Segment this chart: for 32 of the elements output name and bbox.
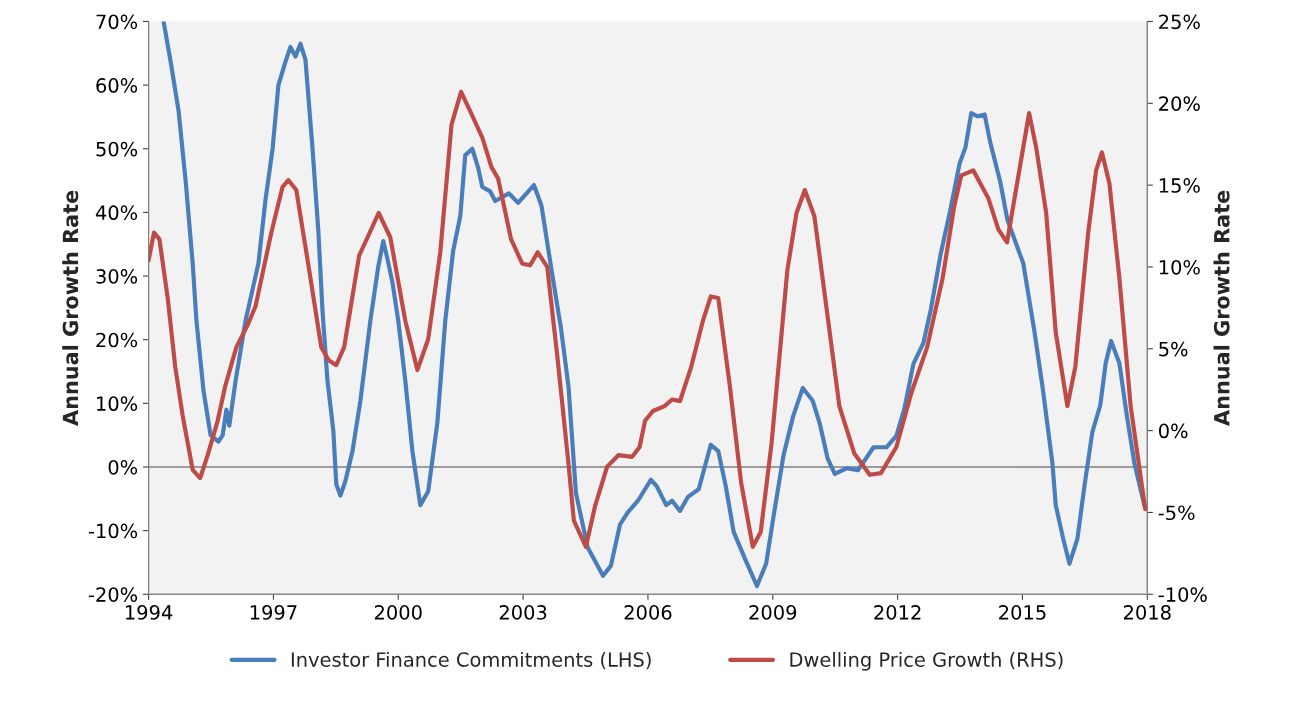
x-tick-label: 2009 — [749, 605, 797, 620]
y-tick-label: 50% — [96, 141, 138, 157]
y-tick-label: -10% — [88, 523, 138, 539]
y-tick-label: 20% — [96, 332, 138, 348]
y2-tick-label: 20% — [1159, 96, 1200, 111]
x-tick-label: 1994 — [125, 605, 173, 620]
legend-label: Dwelling Price Growth (RHS) — [790, 651, 1063, 671]
y-tick-label: 0% — [108, 459, 138, 475]
y-tick-label: 40% — [95, 205, 138, 221]
line-series — [148, 89, 1148, 549]
legend-label: Investor Finance Commitments (LHS) — [291, 651, 651, 670]
x-tick-label: 2000 — [374, 605, 422, 620]
y-tick-label: 10% — [97, 396, 138, 412]
x-tick-label: 2012 — [874, 605, 921, 620]
y2-tick-label: -10% — [1158, 587, 1207, 602]
y2-tick-label: 5% — [1159, 341, 1188, 357]
y-tick-label: 60% — [96, 78, 138, 93]
y2-tick-label: 0% — [1158, 423, 1188, 439]
y2-tick-label: 25% — [1159, 14, 1200, 30]
y2-tick-label: -5% — [1158, 505, 1195, 521]
y-tick-label: -20% — [88, 587, 138, 602]
x-tick-label: 2015 — [999, 605, 1046, 620]
x-tick-label: 2018 — [1123, 605, 1171, 620]
y-axis-title: Annual Growth Rate — [62, 190, 79, 426]
y-tick-label: 30% — [96, 269, 138, 284]
y-tick-label: 70% — [96, 14, 138, 30]
y2-axis-title: Annual Growth Rate — [1213, 190, 1230, 426]
x-tick-label: 2003 — [499, 605, 547, 620]
x-tick-label: 2006 — [624, 605, 672, 620]
x-tick-label: 1997 — [250, 605, 297, 620]
y2-tick-label: 10% — [1159, 259, 1200, 275]
y2-tick-label: 15% — [1159, 178, 1200, 193]
